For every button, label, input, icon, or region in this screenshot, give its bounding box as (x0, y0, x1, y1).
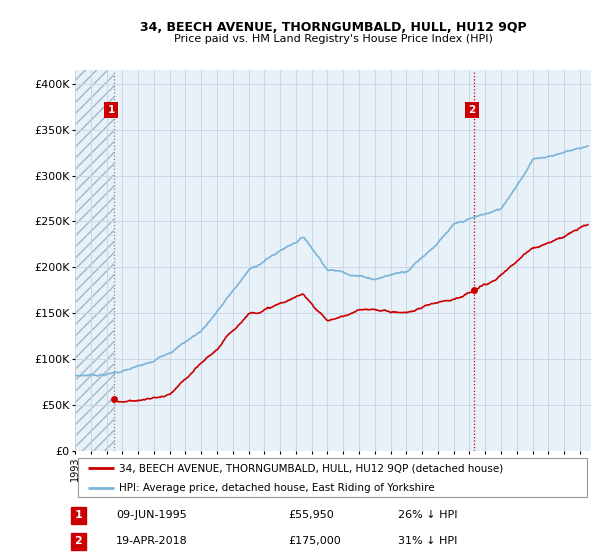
Bar (75, 70, 113, 451)
Text: 1: 1 (107, 105, 115, 115)
Text: £175,000: £175,000 (288, 536, 341, 546)
Text: £55,950: £55,950 (288, 510, 334, 520)
Text: 2: 2 (468, 105, 475, 115)
Text: 34, BEECH AVENUE, THORNGUMBALD, HULL, HU12 9QP: 34, BEECH AVENUE, THORNGUMBALD, HULL, HU… (140, 21, 526, 34)
FancyBboxPatch shape (77, 458, 587, 497)
Text: 19-APR-2018: 19-APR-2018 (116, 536, 188, 546)
Text: 2: 2 (74, 536, 82, 546)
Text: Price paid vs. HM Land Registry's House Price Index (HPI): Price paid vs. HM Land Registry's House … (173, 34, 493, 44)
Text: 1: 1 (74, 510, 82, 520)
Text: 26% ↓ HPI: 26% ↓ HPI (398, 510, 457, 520)
Text: 34, BEECH AVENUE, THORNGUMBALD, HULL, HU12 9QP (detached house): 34, BEECH AVENUE, THORNGUMBALD, HULL, HU… (119, 463, 503, 473)
Text: HPI: Average price, detached house, East Riding of Yorkshire: HPI: Average price, detached house, East… (119, 483, 434, 493)
Text: 09-JUN-1995: 09-JUN-1995 (116, 510, 187, 520)
Text: 31% ↓ HPI: 31% ↓ HPI (398, 536, 457, 546)
